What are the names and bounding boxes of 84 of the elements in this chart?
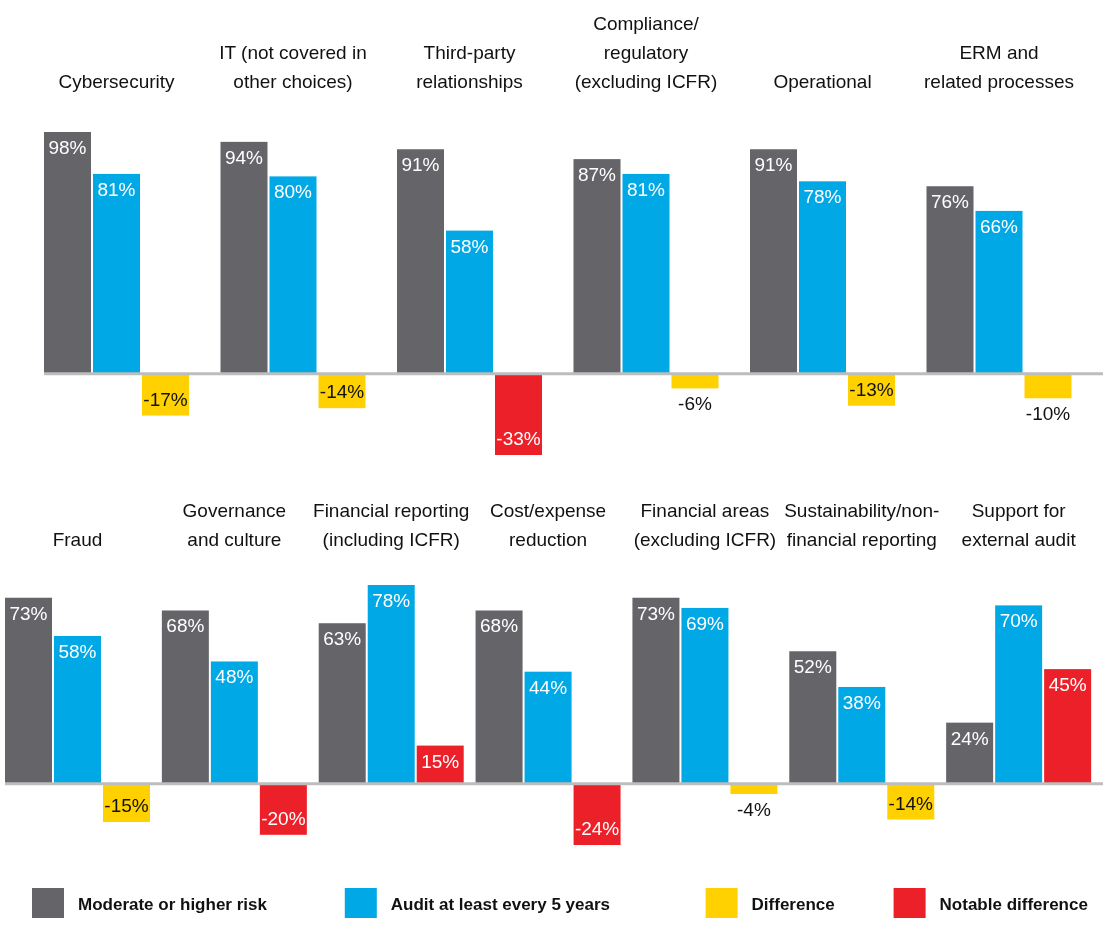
data-label: -14% bbox=[888, 792, 934, 814]
data-label: 58% bbox=[58, 640, 97, 662]
bar bbox=[210, 661, 258, 784]
data-label: 91% bbox=[401, 154, 440, 176]
data-label: -14% bbox=[319, 381, 365, 403]
x-tick-label: ERM and related processes bbox=[924, 42, 1074, 92]
data-label: 68% bbox=[480, 615, 519, 637]
data-label: 81% bbox=[626, 178, 666, 200]
bar bbox=[220, 141, 268, 374]
bar bbox=[681, 607, 729, 784]
data-label: 48% bbox=[215, 666, 254, 688]
x-tick-label: Operational bbox=[773, 71, 872, 92]
bar bbox=[838, 686, 886, 784]
data-label: 73% bbox=[636, 602, 676, 624]
data-label: -33% bbox=[496, 428, 541, 449]
data-label: -17% bbox=[143, 388, 188, 410]
data-label: 15% bbox=[421, 750, 460, 772]
x-tick-label: Support for external audit bbox=[961, 500, 1077, 550]
bar bbox=[622, 173, 670, 374]
data-label: -10% bbox=[1025, 403, 1071, 425]
data-label: 98% bbox=[48, 137, 87, 158]
bar bbox=[573, 159, 621, 374]
data-label: -24% bbox=[574, 818, 620, 839]
x-tick-label: Financial reporting (including ICFR) bbox=[313, 500, 470, 550]
bar bbox=[161, 610, 209, 784]
bar bbox=[1044, 669, 1092, 784]
bar bbox=[93, 173, 140, 374]
bar bbox=[975, 210, 1023, 374]
legend-label: Audit at least every 5 years bbox=[390, 895, 611, 914]
data-label: -4% bbox=[737, 799, 771, 821]
x-tick-label: Fraud bbox=[52, 529, 103, 550]
bar bbox=[995, 605, 1043, 784]
data-label: 45% bbox=[1048, 674, 1087, 696]
bar bbox=[475, 610, 523, 784]
bar bbox=[269, 176, 317, 374]
bar bbox=[524, 671, 572, 784]
data-label: 70% bbox=[999, 610, 1038, 632]
data-label: -6% bbox=[678, 393, 712, 415]
data-label: -13% bbox=[849, 378, 894, 400]
data-label: 66% bbox=[979, 215, 1019, 237]
data-label: 73% bbox=[9, 602, 48, 624]
x-tick-label: Financial areas (excluding ICFR) bbox=[633, 500, 777, 550]
x-tick-label: Cybersecurity bbox=[58, 71, 176, 92]
bar bbox=[446, 230, 493, 374]
bar bbox=[54, 635, 101, 784]
data-label: 24% bbox=[950, 727, 989, 749]
data-label: 87% bbox=[577, 164, 617, 186]
bar bbox=[799, 181, 846, 374]
bar bbox=[5, 597, 52, 784]
x-tick-label: Sustainability/non- financial reporting bbox=[784, 500, 940, 550]
data-label: 78% bbox=[803, 186, 842, 208]
bar bbox=[789, 651, 837, 784]
bar bbox=[632, 597, 680, 784]
data-label: 38% bbox=[842, 691, 881, 713]
data-label: 78% bbox=[372, 590, 411, 611]
x-tick-label: Compliance/ regulatory (excluding ICFR) bbox=[574, 13, 718, 92]
bar bbox=[367, 585, 415, 784]
data-label: 58% bbox=[450, 235, 489, 257]
legend-label: Moderate or higher risk bbox=[78, 895, 268, 914]
x-tick-label: Cost/expense reduction bbox=[489, 500, 607, 550]
data-label: 91% bbox=[754, 154, 793, 176]
data-label: -20% bbox=[261, 807, 306, 829]
data-label: 69% bbox=[685, 612, 725, 634]
data-label: 68% bbox=[166, 615, 205, 637]
x-tick-label: Third-party relationships bbox=[416, 42, 523, 92]
bar bbox=[750, 149, 797, 374]
data-label: -15% bbox=[104, 795, 149, 817]
data-label: 52% bbox=[793, 656, 832, 678]
bar bbox=[926, 186, 974, 374]
bar bbox=[1024, 373, 1072, 399]
data-label: 44% bbox=[529, 676, 568, 698]
data-label: 81% bbox=[97, 178, 136, 200]
bar bbox=[495, 373, 542, 455]
bar bbox=[44, 132, 91, 374]
data-label: 80% bbox=[273, 181, 313, 203]
x-tick-label: Governance and culture bbox=[182, 500, 287, 550]
data-label: 94% bbox=[224, 146, 264, 168]
x-tick-label: IT (not covered in other choices) bbox=[219, 42, 367, 92]
legend-label: Notable difference bbox=[939, 895, 1088, 914]
bar bbox=[318, 623, 366, 784]
data-label: 63% bbox=[323, 628, 362, 650]
legend-label: Difference bbox=[751, 895, 835, 914]
data-label: 76% bbox=[930, 191, 970, 213]
bar bbox=[397, 149, 444, 374]
